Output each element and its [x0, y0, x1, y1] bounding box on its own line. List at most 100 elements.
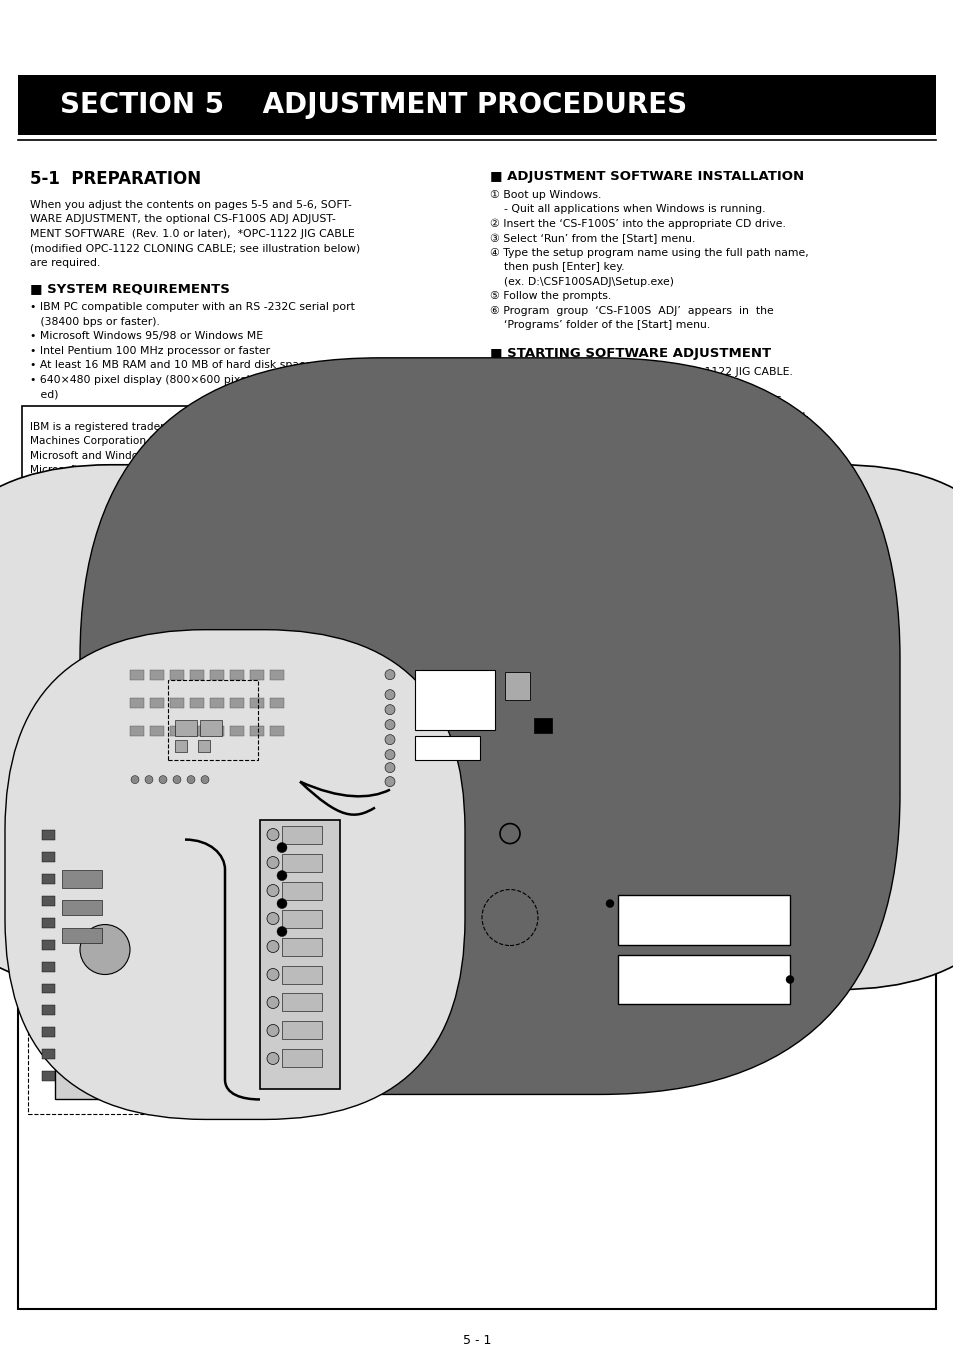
FancyBboxPatch shape [55, 820, 185, 1100]
Bar [210, 670, 224, 680]
Bar [170, 670, 184, 680]
Bar [282, 1021, 322, 1039]
Circle shape [267, 940, 278, 952]
Text: • 640×480 pixel display (800×600 pixel display recommend-: • 640×480 pixel display (800×600 pixel d… [30, 374, 364, 385]
Bar [210, 725, 224, 736]
Text: WARE ADJUSTMENT, the optional CS-F100S ADJ ADJUST-: WARE ADJUSTMENT, the optional CS-F100S A… [30, 215, 335, 224]
Bar [282, 938, 322, 955]
Bar [190, 697, 204, 708]
Text: are required.: are required. [30, 258, 100, 267]
Circle shape [385, 705, 395, 715]
Circle shape [385, 720, 395, 730]
Text: capacitor: capacitor [477, 970, 529, 979]
Circle shape [276, 870, 287, 881]
Bar [174, 720, 196, 736]
Bar [22, 405, 452, 539]
Bar [282, 854, 322, 871]
FancyBboxPatch shape [0, 465, 953, 989]
Text: ‘Programs’ folder of the [Start] menu.: ‘Programs’ folder of the [Start] menu. [490, 320, 709, 331]
Text: PTT switch: PTT switch [490, 809, 549, 820]
Bar [210, 697, 224, 708]
Bar [168, 680, 257, 759]
Circle shape [267, 1052, 278, 1065]
Text: ⑥ Program  group  ‘CS-F100S  ADJ’  appears  in  the: ⑥ Program group ‘CS-F100S ADJ’ appears i… [490, 305, 773, 316]
Text: +: + [522, 905, 533, 917]
Bar [170, 725, 184, 736]
Bar [534, 717, 552, 732]
Bar [198, 739, 210, 751]
Text: ■ ADJUSTMENT SOFTWARE INSTALLATION: ■ ADJUSTMENT SOFTWARE INSTALLATION [490, 170, 803, 182]
Bar [130, 670, 144, 680]
Circle shape [385, 670, 395, 680]
Bar [250, 725, 264, 736]
Circle shape [267, 969, 278, 981]
Bar [618, 894, 789, 944]
Bar [42, 830, 55, 839]
Text: • IBM PC compatible computer with an RS -232C serial port: • IBM PC compatible computer with an RS … [30, 303, 355, 312]
Bar [190, 725, 204, 736]
Text: • Intel Pentium 100 MHz processor or faster: • Intel Pentium 100 MHz processor or fas… [30, 346, 270, 355]
Text: Electrolytic: Electrolytic [477, 955, 539, 965]
Text: IC-F210S’s up-to-date condition.: IC-F210S’s up-to-date condition. [490, 454, 679, 463]
Bar [28, 800, 203, 1115]
Text: ■ SYSTEM REQUIREMENTS: ■ SYSTEM REQUIREMENTS [30, 282, 230, 296]
Bar [42, 1071, 55, 1081]
Circle shape [267, 885, 278, 897]
Bar [282, 1050, 322, 1067]
Text: ⑤ Follow the prompts.: ⑤ Follow the prompts. [490, 292, 611, 301]
Bar [270, 697, 284, 708]
Circle shape [385, 735, 395, 744]
Bar [150, 697, 164, 708]
Text: ② Insert the ‘CS-F100S’ into the appropriate CD drive.: ② Insert the ‘CS-F100S’ into the appropr… [490, 219, 785, 230]
Text: • Microsoft Windows 95/98 or Windows ME: • Microsoft Windows 95/98 or Windows ME [30, 331, 263, 342]
Text: F100S ADJ’ in the ‘Programs’ folder of the [Start] menu,: F100S ADJ’ in the ‘Programs’ folder of t… [490, 411, 808, 420]
Circle shape [385, 689, 395, 700]
Text: 5-1  PREPARATION: 5-1 PREPARATION [30, 170, 201, 188]
Bar [42, 874, 55, 884]
Text: millivoltmeter: millivoltmeter [664, 979, 742, 989]
Text: (38400 bps or faster).: (38400 bps or faster). [30, 317, 160, 327]
Bar [130, 725, 144, 736]
Text: trademarks or trademarks of their respective holders.: trademarks or trademarks of their respec… [30, 509, 316, 519]
Bar [250, 670, 264, 680]
Circle shape [385, 750, 395, 759]
Bar [174, 739, 187, 751]
Circle shape [267, 857, 278, 869]
Bar [618, 955, 789, 1005]
Text: ed): ed) [30, 389, 58, 400]
Text: (ex. D:\CSF100SADJ\Setup.exe): (ex. D:\CSF100SADJ\Setup.exe) [490, 277, 673, 286]
Text: 51: 51 [297, 788, 305, 793]
Text: ■ STARTING SOFTWARE ADJUSTMENT: ■ STARTING SOFTWARE ADJUSTMENT [490, 347, 770, 359]
Text: IBM is a registered trademark of International Bussiness: IBM is a registered trademark of Interna… [30, 422, 328, 432]
Text: OPC-1122: OPC-1122 [35, 820, 96, 830]
Bar [415, 670, 495, 730]
Bar [415, 736, 479, 759]
Circle shape [159, 775, 167, 784]
Circle shape [267, 1024, 278, 1036]
Circle shape [785, 975, 793, 984]
Text: ③ Select ‘Run’ from the [Start] menu.: ③ Select ‘Run’ from the [Start] menu. [490, 234, 695, 243]
Bar [18, 74, 935, 135]
Bar [282, 825, 322, 843]
Circle shape [187, 775, 194, 784]
Text: PTT: PTT [359, 873, 381, 885]
Text: then CS-F100S ADJ’s window appears.: then CS-F100S ADJ’s window appears. [490, 424, 712, 435]
Bar [62, 928, 102, 943]
Text: SECTION 5    ADJUSTMENT PROCEDURES: SECTION 5 ADJUSTMENT PROCEDURES [60, 91, 686, 119]
Bar [270, 725, 284, 736]
Text: Microsoft Corporation in the U.S.A. and other countries.: Microsoft Corporation in the U.S.A. and … [30, 465, 325, 476]
Text: When you adjust the contents on pages 5-5 and 5-6, SOFT-: When you adjust the contents on pages 5-… [30, 200, 352, 209]
Bar [62, 900, 102, 915]
Text: 300 Hz to 3 kHz: 300 Hz to 3 kHz [659, 925, 747, 935]
Text: ④ Type the setup program name using the full path name,: ④ Type the setup program name using the … [490, 247, 808, 258]
Bar [150, 725, 164, 736]
Bar [125, 670, 310, 785]
Bar [190, 670, 204, 680]
Text: • *OPC-1122 (JIG CABLE): • *OPC-1122 (JIG CABLE) [28, 650, 181, 659]
Bar [200, 720, 222, 736]
Bar [42, 962, 55, 971]
Bar [130, 697, 144, 708]
FancyBboxPatch shape [260, 820, 339, 1089]
Text: AC: AC [696, 962, 711, 971]
Circle shape [267, 912, 278, 924]
